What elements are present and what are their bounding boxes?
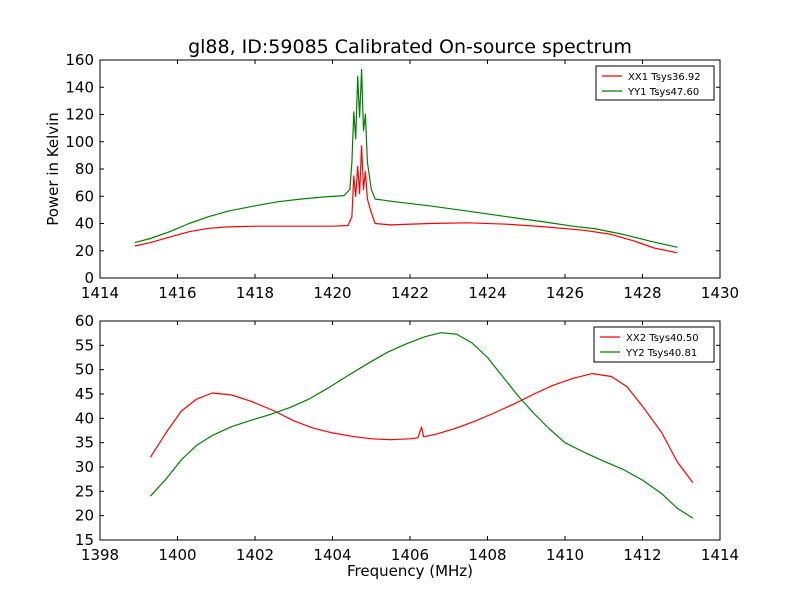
x-tick-label: 1408 xyxy=(468,546,506,564)
x-tick-label: 1406 xyxy=(391,546,429,564)
y-tick-label: 20 xyxy=(75,507,94,525)
top-chart-plot-area xyxy=(99,59,721,279)
x-tick-label: 1426 xyxy=(546,284,584,302)
y-tick-label: 55 xyxy=(75,336,94,354)
bottom-chart: Frequency (MHz) 1398 1400 1402 1404 1406 1408… xyxy=(75,312,739,580)
series-line-1 xyxy=(149,373,694,483)
y-tick-label: 0 xyxy=(84,269,94,287)
y-tick-label: 25 xyxy=(75,482,94,500)
x-tick-label: 1420 xyxy=(313,284,351,302)
legend-box xyxy=(593,326,715,363)
y-tick-label: 60 xyxy=(75,312,94,330)
x-tick-label: 1414 xyxy=(701,546,739,564)
bottom-chart-legend: XX2 Tsys40.50 YY2 Tsys40.81 xyxy=(593,326,715,363)
y-tick-label: 20 xyxy=(75,242,94,260)
x-tick-label: 1416 xyxy=(158,284,196,302)
legend-entry: YY2 Tsys40.81 xyxy=(625,348,697,359)
top-chart-legend: XX1 Tsys36.92 YY1 Tsys47.60 xyxy=(595,65,715,101)
x-tick-label: 1412 xyxy=(623,546,661,564)
y-tick-label: 30 xyxy=(75,458,94,476)
legend-entry: XX1 Tsys36.92 xyxy=(628,72,701,83)
x-tick-label: 1430 xyxy=(701,284,739,302)
y-tick-label: 60 xyxy=(75,187,94,205)
legend-entry: YY1 Tsys47.60 xyxy=(627,87,699,98)
x-tick-label: 1398 xyxy=(81,546,119,564)
y-tick-label: 160 xyxy=(65,51,94,69)
y-tick-label: 40 xyxy=(75,215,94,233)
x-tick-label: 1404 xyxy=(313,546,351,564)
x-tick-label: 1400 xyxy=(158,546,196,564)
legend-box xyxy=(595,65,715,101)
y-tick-label: 140 xyxy=(65,78,94,96)
plot-frame xyxy=(99,320,721,541)
legend-entry: XX2 Tsys40.50 xyxy=(626,333,699,344)
y-axis-label: Power in Kelvin xyxy=(44,112,62,226)
series-line-1 xyxy=(134,145,678,254)
plot-frame xyxy=(99,59,721,279)
y-tick-label: 80 xyxy=(75,160,94,178)
x-tick-label: 1424 xyxy=(468,284,506,302)
bottom-chart-plot-area xyxy=(99,320,721,541)
series-line-2 xyxy=(134,68,678,248)
x-tick-label: 1402 xyxy=(236,546,274,564)
x-tick-label: 1428 xyxy=(623,284,661,302)
y-tick-label: 50 xyxy=(75,361,94,379)
x-axis-label: Frequency (MHz) xyxy=(347,562,473,580)
top-chart-ticks: 1414 1416 1418 1420 1422 1424 1426 1428 1430 0 20 4… xyxy=(65,51,739,302)
x-tick-label: 1414 xyxy=(81,284,119,302)
chart-title: gl88, ID:59085 Calibrated On-source spec… xyxy=(188,36,632,58)
y-tick-label: 35 xyxy=(75,434,94,452)
series-line-2 xyxy=(149,332,694,519)
top-chart: gl88, ID:59085 Calibrated On-source spec… xyxy=(44,36,739,302)
y-tick-label: 120 xyxy=(65,106,94,124)
x-tick-label: 1418 xyxy=(236,284,274,302)
y-tick-label: 45 xyxy=(75,385,94,403)
y-tick-label: 100 xyxy=(65,133,94,151)
x-tick-label: 1410 xyxy=(546,546,584,564)
bottom-chart-ticks: 1398 1400 1402 1404 1406 1408 1410 1412 1414 15 20… xyxy=(75,312,739,564)
x-tick-label: 1422 xyxy=(391,284,429,302)
y-tick-label: 15 xyxy=(75,531,94,549)
y-tick-label: 40 xyxy=(75,409,94,427)
